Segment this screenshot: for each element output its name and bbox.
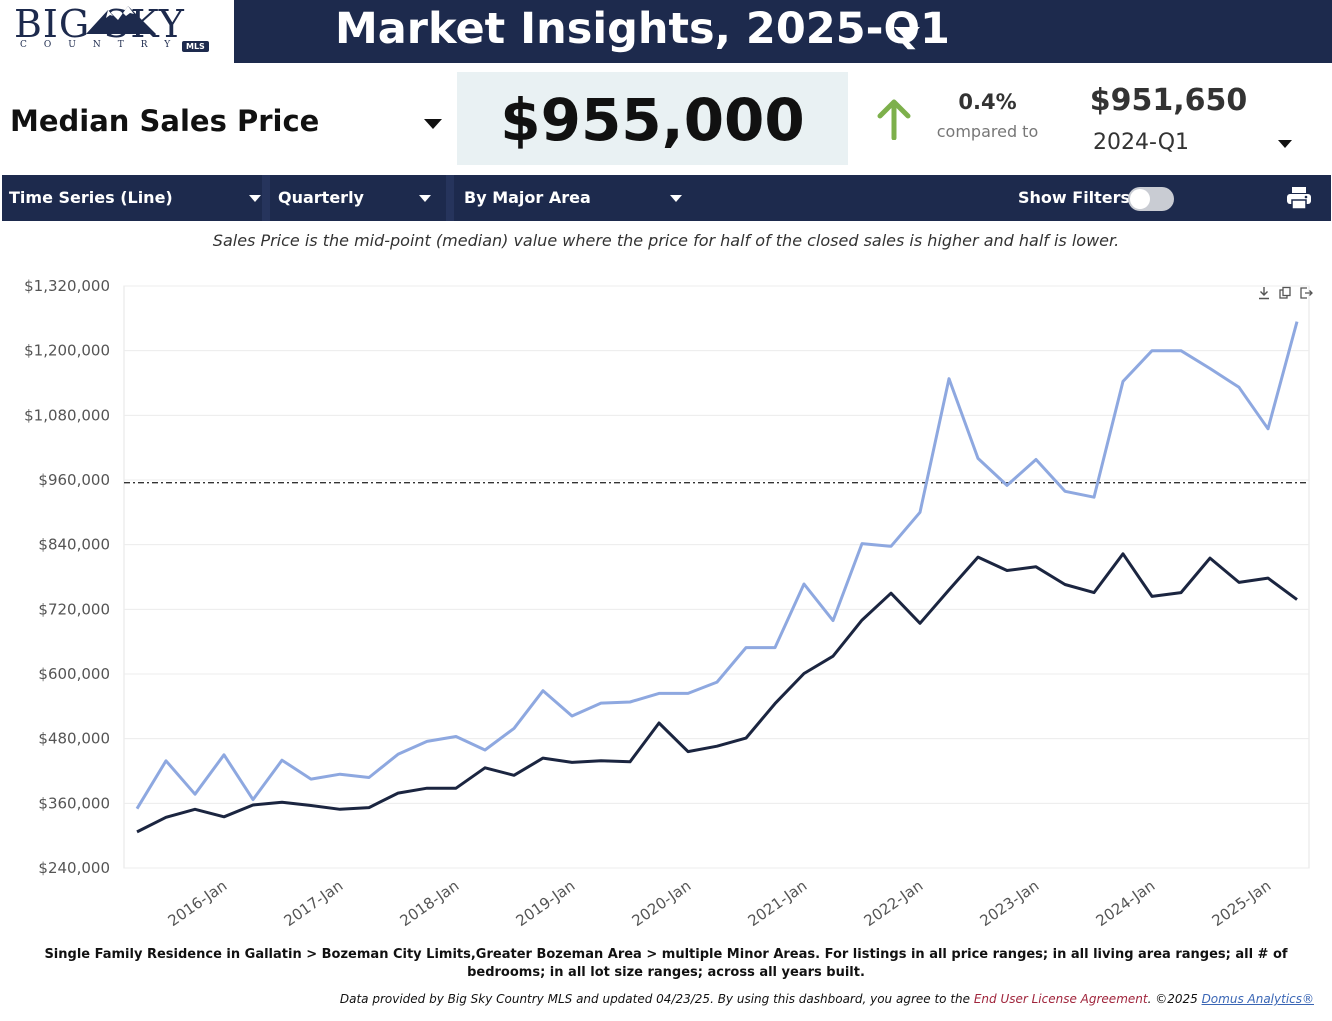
y-tick-label: $1,320,000 [24, 277, 110, 295]
series-lines [135, 321, 1299, 834]
grouping-label: By Major Area [464, 188, 591, 207]
metric-description: Sales Price is the mid-point (median) va… [212, 231, 1120, 250]
compared-to-label: compared to [936, 122, 1039, 141]
median-price-line-chart: $240,000 $360,000 $480,000 $600,000 $720,000… [24, 277, 1310, 930]
chevron-down-icon [419, 195, 431, 202]
print-icon[interactable] [1286, 186, 1312, 210]
credits-line: Data provided by Big Sky Country MLS and… [0, 992, 1314, 1006]
y-axis: $240,000 $360,000 $480,000 $600,000 $720,000… [24, 277, 110, 877]
interval-label: Quarterly [278, 188, 364, 207]
interval-dropdown[interactable]: Quarterly [278, 175, 446, 221]
eula-link[interactable]: End User License Agreement [973, 992, 1148, 1006]
credits-text: Data provided by Big Sky Country MLS and… [339, 992, 974, 1006]
export-icon[interactable] [1299, 286, 1313, 300]
x-tick-label: 2022-Jan [861, 877, 927, 930]
x-tick-label: 2019-Jan [513, 877, 579, 930]
y-tick-label: $960,000 [38, 471, 110, 489]
y-tick-label: $480,000 [38, 730, 110, 748]
show-filters-toggle[interactable] [1128, 187, 1174, 211]
show-filters-label: Show Filters: [1018, 188, 1137, 207]
grouping-dropdown[interactable]: By Major Area [464, 175, 694, 221]
x-tick-label: 2018-Jan [397, 877, 463, 930]
filter-footnote: Single Family Residence in Gallatin > Bo… [44, 947, 1288, 980]
chart-gridlines [123, 285, 1310, 869]
mountain-icon [86, 6, 156, 34]
y-tick-label: $1,200,000 [24, 342, 110, 360]
big-sky-logo[interactable]: BIG SKY COUNTRY MLS [0, 0, 234, 63]
copy-icon[interactable] [1278, 286, 1292, 300]
compare-period-caret-icon[interactable] [1278, 140, 1292, 148]
metric-value: $955,000 [500, 86, 805, 154]
metric-selector[interactable]: Median Sales Price [10, 104, 320, 138]
page-title[interactable]: Market Insights, 2025-Q1 [335, 4, 950, 54]
x-tick-label: 2016-Jan [165, 877, 231, 930]
chevron-down-icon [670, 195, 682, 202]
copyright-text: . ©2025 [1147, 992, 1202, 1006]
logo-mls-badge: MLS [182, 41, 209, 52]
download-icon[interactable] [1257, 286, 1271, 300]
metric-dropdown-caret-icon[interactable] [424, 119, 442, 129]
y-tick-label: $1,080,000 [24, 406, 110, 424]
top-bar: BIG SKY COUNTRY MLS Market Insights, 202… [0, 0, 1332, 63]
chart-type-label: Time Series (Line) [9, 188, 173, 207]
metric-value-box: $955,000 [457, 72, 848, 165]
chevron-down-icon [249, 195, 261, 202]
x-tick-label: 2021-Jan [745, 877, 811, 930]
y-tick-label: $600,000 [38, 665, 110, 683]
chart-type-dropdown[interactable]: Time Series (Line) [9, 175, 262, 221]
toolbar-divider [446, 175, 454, 221]
series-line-light [135, 321, 1299, 810]
toggle-knob [1130, 189, 1150, 209]
x-tick-label: 2025-Jan [1209, 877, 1275, 930]
x-tick-label: 2020-Jan [629, 877, 695, 930]
x-tick-label: 2024-Jan [1093, 877, 1159, 930]
y-tick-label: $360,000 [38, 794, 110, 812]
compare-value: $951,650 [1089, 83, 1248, 118]
title-band: Market Insights, 2025-Q1 [234, 0, 1332, 63]
change-percent: 0.4% [958, 90, 1017, 114]
y-tick-label: $840,000 [38, 536, 110, 554]
toolbar-divider [262, 175, 270, 221]
domus-analytics-link[interactable]: Domus Analytics® [1201, 992, 1314, 1006]
y-tick-label: $240,000 [38, 859, 110, 877]
series-line-dark [136, 552, 1298, 834]
compare-period-selector[interactable]: 2024-Q1 [1093, 130, 1190, 155]
x-tick-label: 2023-Jan [977, 877, 1043, 930]
toolbar: Time Series (Line) Quarterly By Major Ar… [2, 175, 1331, 221]
y-tick-label: $720,000 [38, 600, 110, 618]
x-tick-label: 2017-Jan [281, 877, 347, 930]
x-axis: 2016-Jan 2017-Jan 2018-Jan 2019-Jan 2020-Jan… [165, 877, 1275, 930]
logo-country-text: COUNTRY [20, 40, 188, 50]
period-dropdown-caret-icon[interactable] [894, 27, 920, 41]
up-arrow-icon [877, 99, 911, 140]
